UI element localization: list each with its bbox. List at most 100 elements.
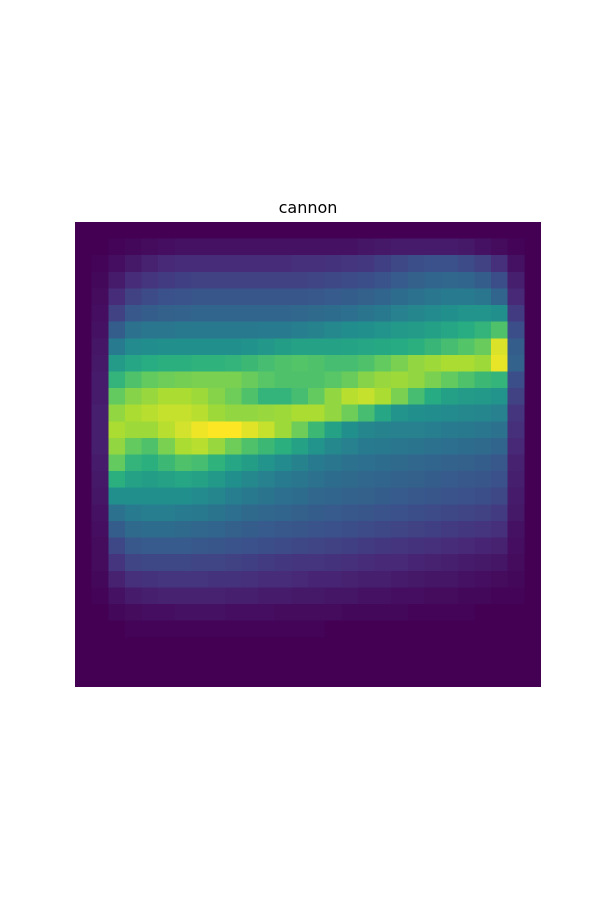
- heatmap-cell: [324, 371, 342, 389]
- heatmap-cell: [124, 620, 143, 638]
- heatmap-cell: [75, 271, 93, 290]
- heatmap-cell: [224, 471, 243, 489]
- heatmap-cell: [524, 222, 541, 240]
- heatmap-cell: [75, 587, 93, 605]
- heatmap-cell: [474, 255, 492, 273]
- heatmap-cell: [108, 305, 126, 323]
- heatmap-cell: [357, 620, 376, 638]
- heatmap-cell: [208, 255, 226, 273]
- heatmap-cell: [224, 554, 243, 572]
- heatmap-cell: [191, 504, 209, 522]
- heatmap-cell: [291, 238, 309, 256]
- heatmap-cell: [341, 670, 359, 687]
- heatmap-cell: [341, 421, 359, 439]
- heatmap-cell: [524, 653, 541, 671]
- heatmap-cell: [191, 338, 209, 356]
- heatmap-cell: [108, 554, 126, 572]
- heatmap-cell: [341, 338, 359, 356]
- heatmap-cell: [524, 404, 541, 422]
- heatmap-cell: [274, 388, 292, 406]
- heatmap-cell: [91, 271, 109, 290]
- heatmap-cell: [308, 371, 326, 389]
- heatmap-cell: [424, 222, 442, 240]
- heatmap-cell: [474, 554, 492, 572]
- heatmap-cell: [174, 653, 193, 671]
- heatmap-cell: [474, 421, 492, 439]
- heatmap-cell: [457, 487, 476, 505]
- heatmap-cell: [174, 537, 193, 555]
- heatmap-cell: [491, 222, 509, 240]
- heatmap-cell: [174, 255, 193, 273]
- heatmap-cell: [224, 653, 243, 671]
- heatmap-cell: [341, 504, 359, 522]
- heatmap-cell: [341, 321, 359, 339]
- heatmap-cell: [91, 404, 109, 422]
- heatmap-cell: [524, 288, 541, 306]
- heatmap-cell: [324, 238, 342, 256]
- heatmap-cell: [191, 603, 209, 622]
- heatmap-cell: [457, 537, 476, 555]
- heatmap-cell: [241, 504, 259, 522]
- heatmap-cell: [141, 255, 159, 273]
- heatmap-cell: [158, 670, 176, 687]
- heatmap-cell: [441, 354, 459, 373]
- heatmap-cell: [224, 537, 243, 555]
- heatmap-cell: [457, 504, 476, 522]
- heatmap-cell: [158, 554, 176, 572]
- heatmap-cell: [224, 437, 243, 456]
- heatmap-cell: [407, 487, 426, 505]
- heatmap-cell: [158, 454, 176, 472]
- heatmap-cell: [524, 537, 541, 555]
- heatmap-cell: [224, 587, 243, 605]
- heatmap-cell: [374, 653, 392, 671]
- heatmap-cell: [457, 288, 476, 306]
- heatmap-cell: [75, 487, 93, 505]
- heatmap-cell: [474, 305, 492, 323]
- heatmap-cell: [174, 603, 193, 622]
- heatmap: [75, 222, 541, 687]
- heatmap-cell: [241, 437, 259, 456]
- heatmap-cell: [274, 371, 292, 389]
- heatmap-cell: [474, 338, 492, 356]
- heatmap-cell: [424, 454, 442, 472]
- heatmap-cell: [141, 537, 159, 555]
- heatmap-cell: [274, 504, 292, 522]
- heatmap-cell: [341, 653, 359, 671]
- heatmap-cell: [241, 620, 259, 638]
- heatmap-cell: [75, 404, 93, 422]
- heatmap-cell: [308, 388, 326, 406]
- heatmap-cell: [524, 587, 541, 605]
- heatmap-cell: [124, 305, 143, 323]
- heatmap-cell: [308, 637, 326, 655]
- heatmap-cell: [524, 371, 541, 389]
- heatmap-cell: [324, 504, 342, 522]
- heatmap-cell: [491, 570, 509, 588]
- heatmap-cell: [108, 437, 126, 456]
- heatmap-cell: [341, 454, 359, 472]
- heatmap-cell: [391, 222, 409, 240]
- heatmap-cell: [308, 487, 326, 505]
- heatmap-cell: [291, 554, 309, 572]
- heatmap-cell: [308, 255, 326, 273]
- heatmap-cell: [108, 637, 126, 655]
- heatmap-cell: [308, 603, 326, 622]
- heatmap-cell: [341, 603, 359, 622]
- heatmap-cell: [124, 670, 143, 687]
- heatmap-cell: [75, 255, 93, 273]
- heatmap-cell: [291, 471, 309, 489]
- heatmap-cell: [308, 305, 326, 323]
- heatmap-cell: [507, 603, 525, 622]
- heatmap-cell: [191, 421, 209, 439]
- heatmap-cell: [474, 454, 492, 472]
- heatmap-cell: [75, 388, 93, 406]
- heatmap-cell: [108, 670, 126, 687]
- heatmap-cell: [174, 487, 193, 505]
- heatmap-cell: [474, 653, 492, 671]
- heatmap-cell: [324, 603, 342, 622]
- heatmap-cell: [75, 321, 93, 339]
- heatmap-cell: [191, 255, 209, 273]
- heatmap-cell: [91, 670, 109, 687]
- heatmap-cell: [424, 321, 442, 339]
- heatmap-cell: [291, 653, 309, 671]
- heatmap-cell: [441, 603, 459, 622]
